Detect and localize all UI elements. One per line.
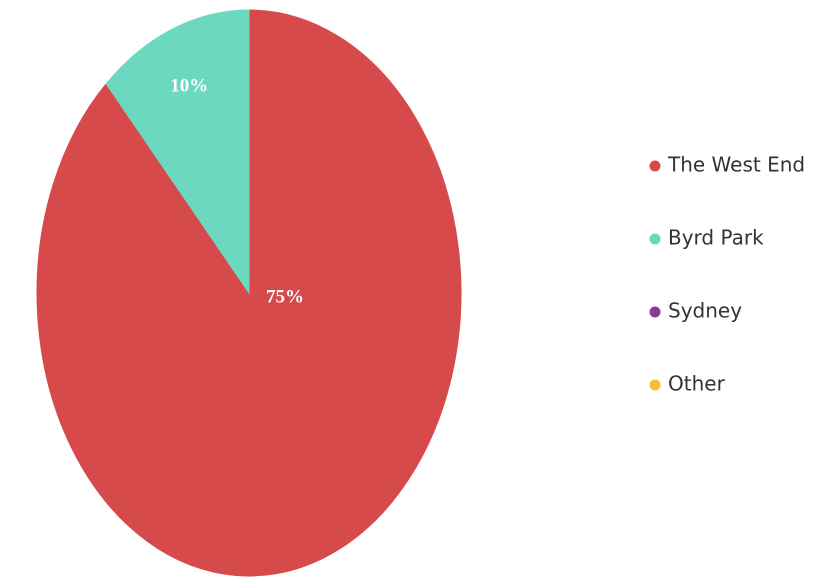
- legend-label: Byrd Park: [668, 226, 764, 250]
- legend-label: Other: [668, 372, 726, 396]
- data-label: 10%: [170, 76, 208, 97]
- data-label: 75%: [266, 286, 304, 307]
- legend-marker: [649, 233, 661, 245]
- legend-marker: [649, 160, 661, 172]
- legend-marker: [649, 379, 661, 391]
- legend-label: The West End: [667, 153, 805, 177]
- pie-slice: [105, 9, 250, 295]
- legend-label: Sydney: [668, 299, 742, 323]
- pie-slice: [36, 9, 462, 577]
- legend-marker: [649, 306, 661, 318]
